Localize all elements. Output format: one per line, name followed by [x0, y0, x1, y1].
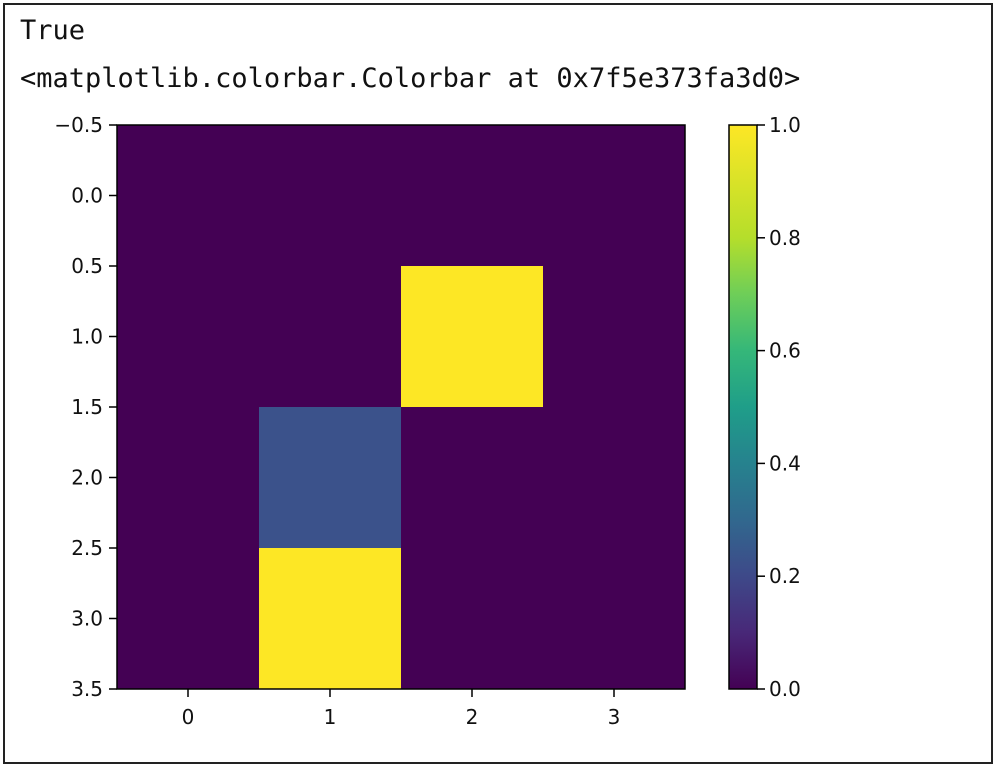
heatmap-cell-r0-c1	[259, 125, 401, 266]
y-tick-label: 3.5	[71, 677, 103, 701]
heatmap-cell-r0-c0	[117, 125, 259, 266]
heatmap-axes: 0 1 2 3 −0.5 0.0 0.5 1.0 1.5 2.0 2.5 3.0 3.5	[54, 113, 686, 729]
heatmap-cell-r0-c2	[401, 125, 543, 266]
colorbar-gradient	[728, 124, 758, 690]
x-tick-label: 0	[182, 705, 195, 729]
heatmap-cell-r2-c1	[259, 407, 401, 548]
heatmap-cell-r1-c2	[401, 266, 543, 407]
heatmap-cell-r3-c2	[401, 548, 543, 689]
colorbar-tick-label: 1.0	[769, 113, 801, 137]
heatmap-cell-r2-c2	[401, 407, 543, 548]
heatmap-cell-r1-c1	[259, 266, 401, 407]
output-true-text: True	[20, 15, 86, 46]
x-tick-label: 2	[466, 705, 479, 729]
x-tick-label: 3	[608, 705, 621, 729]
colorbar-tick-label: 0.0	[769, 677, 801, 701]
y-tick-label: −0.5	[54, 113, 103, 137]
x-tick-label: 1	[324, 705, 337, 729]
colorbar: 0.0 0.2 0.4 0.6 0.8 1.0	[728, 113, 801, 701]
y-tick-label: 0.5	[71, 254, 103, 278]
y-tick-label: 0.0	[71, 184, 103, 208]
y-tick-label: 3.0	[71, 607, 103, 631]
colorbar-tick-label: 0.8	[769, 226, 801, 250]
y-tick-label: 2.0	[71, 466, 103, 490]
heatmap-cell-r3-c0	[117, 548, 259, 689]
output-colorbar-repr: <matplotlib.colorbar.Colorbar at 0x7f5e3…	[20, 63, 801, 94]
heatmap-cell-r3-c1	[259, 548, 401, 689]
colorbar-tick-label: 0.2	[769, 564, 801, 588]
y-tick-label: 1.5	[71, 395, 103, 419]
heatmap-cell-r2-c3	[543, 407, 685, 548]
heatmap-cell-r2-c0	[117, 407, 259, 548]
colorbar-tick-label: 0.4	[769, 451, 801, 475]
y-tick-label: 1.0	[71, 325, 103, 349]
colorbar-tick-label: 0.6	[769, 339, 801, 363]
heatmap-cells	[117, 125, 685, 689]
heatmap-cell-r0-c3	[543, 125, 685, 266]
heatmap-cell-r3-c3	[543, 548, 685, 689]
y-tick-label: 2.5	[71, 536, 103, 560]
heatmap-cell-r1-c3	[543, 266, 685, 407]
heatmap-cell-r1-c0	[117, 266, 259, 407]
